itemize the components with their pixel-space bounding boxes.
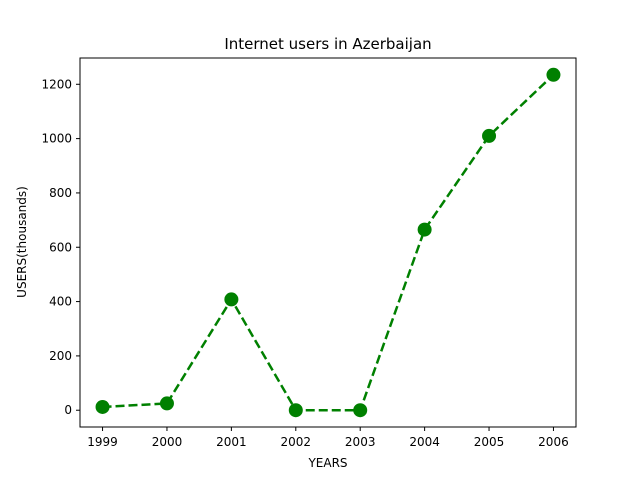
- x-tick-label: 2002: [281, 435, 312, 449]
- chart-title: Internet users in Azerbaijan: [224, 35, 431, 53]
- data-point: [417, 222, 432, 237]
- x-tick-label: 2000: [152, 435, 183, 449]
- x-tick-label: 1999: [87, 435, 118, 449]
- x-tick-label: 2005: [474, 435, 505, 449]
- x-tick-label: 2006: [538, 435, 569, 449]
- data-point: [224, 292, 239, 307]
- data-point: [482, 128, 497, 143]
- y-tick-label: 0: [64, 403, 72, 417]
- data-point: [288, 403, 303, 418]
- y-tick-label: 200: [49, 349, 72, 363]
- y-axis-label: USERS(thousands): [15, 186, 29, 298]
- x-tick-label: 2003: [345, 435, 376, 449]
- series-line: [102, 73, 555, 412]
- data-point: [353, 403, 368, 418]
- x-axis-label: YEARS: [307, 456, 347, 470]
- x-tick-label: 2004: [409, 435, 440, 449]
- data-point: [95, 399, 110, 414]
- y-tick-label: 400: [49, 295, 72, 309]
- x-tick-label: 2001: [216, 435, 247, 449]
- y-tick-label: 1000: [41, 132, 72, 146]
- y-tick-label: 800: [49, 186, 72, 200]
- plot-area: 1999 2000 2001 2002 2003 2004 2005 2006 0 200 400 6…: [41, 67, 569, 449]
- y-tick-label: 600: [49, 240, 72, 254]
- data-point: [546, 67, 561, 82]
- y-tick-label: 1200: [41, 77, 72, 91]
- data-point: [159, 396, 174, 411]
- axes-frame: [79, 57, 577, 428]
